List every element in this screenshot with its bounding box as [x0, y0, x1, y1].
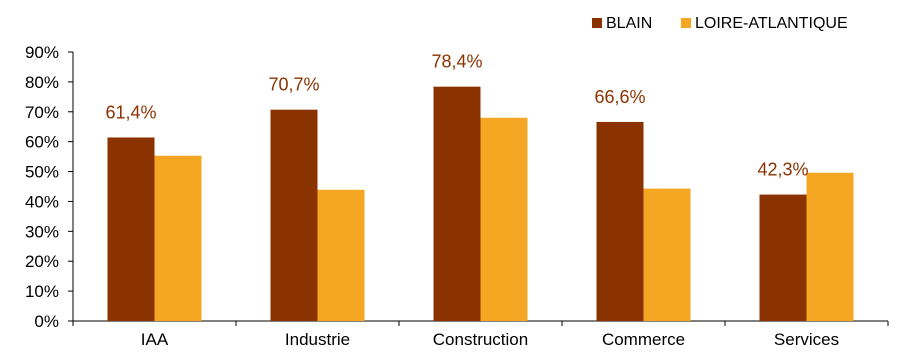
bar-loire-atlantique-iaa: [154, 155, 202, 321]
y-tick-label: 70%: [25, 103, 59, 122]
y-tick-label: 60%: [25, 133, 59, 152]
legend-swatch: [681, 18, 691, 28]
bar-loire-atlantique-construction: [480, 117, 528, 321]
y-tick-label: 20%: [25, 252, 59, 271]
y-tick-label: 50%: [25, 163, 59, 182]
legend: BLAIN LOIRE-ATLANTIQUE: [592, 15, 848, 32]
bar-loire-atlantique-industrie: [317, 189, 365, 321]
x-tick-label: Industrie: [285, 330, 350, 349]
y-tick-label: 30%: [25, 222, 59, 241]
bars: [107, 86, 854, 322]
x-tick-label: Construction: [433, 330, 528, 349]
data-labels: 61,4% 70,7% 78,4% 66,6% 42,3%: [105, 52, 808, 180]
x-axis: IAA Industrie Construction Commerce Services: [72, 320, 889, 349]
data-label: 66,6%: [594, 87, 645, 107]
y-tick-label: 90%: [25, 43, 59, 62]
bar-blain-services: [759, 194, 807, 321]
data-label: 70,7%: [268, 75, 319, 95]
y-tick-label: 0%: [34, 312, 59, 331]
legend-swatch: [592, 18, 602, 28]
data-label: 61,4%: [105, 102, 156, 122]
y-tick-label: 40%: [25, 192, 59, 211]
y-axis: 0% 10% 20% 30% 40% 50% 60% 70% 80% 90%: [25, 43, 74, 331]
legend-label: LOIRE-ATLANTIQUE: [695, 15, 848, 32]
x-tick-label: Commerce: [602, 330, 685, 349]
bar-blain-iaa: [107, 137, 155, 321]
legend-label: BLAIN: [606, 15, 652, 32]
bar-blain-construction: [433, 86, 481, 321]
data-label: 42,3%: [757, 160, 808, 180]
y-tick-label: 10%: [25, 282, 59, 301]
bar-blain-industrie: [270, 109, 318, 322]
bar-blain-commerce: [596, 121, 644, 321]
bar-loire-atlantique-commerce: [643, 188, 691, 321]
data-label: 78,4%: [431, 52, 482, 72]
x-tick-label: IAA: [141, 330, 169, 349]
x-tick-label: Services: [774, 330, 839, 349]
bar-loire-atlantique-services: [806, 172, 854, 321]
y-tick-label: 80%: [25, 73, 59, 92]
